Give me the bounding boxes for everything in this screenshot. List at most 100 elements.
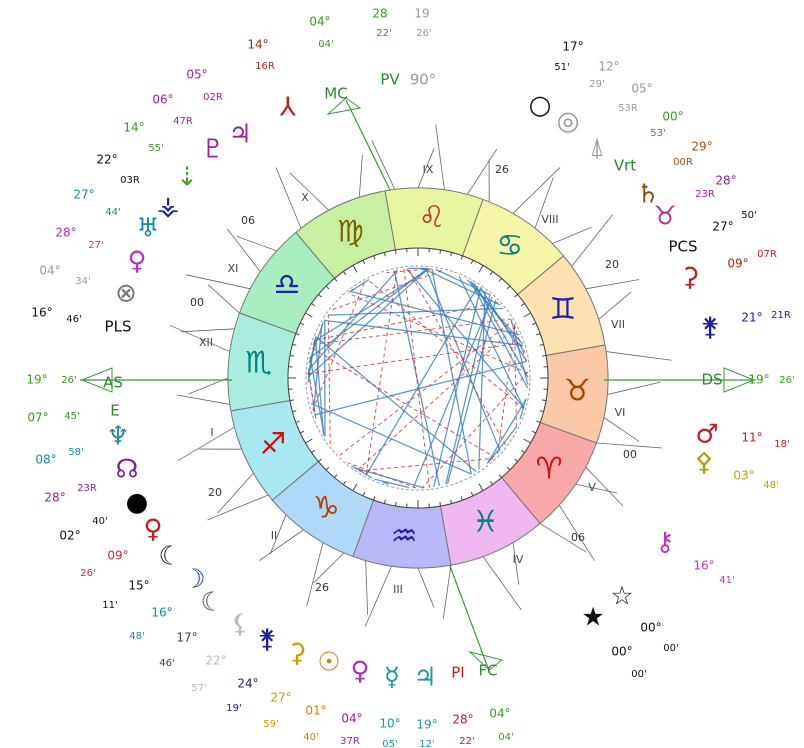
- point-label: AS: [103, 374, 123, 392]
- aspect-line: [314, 301, 498, 341]
- point-label: FC: [478, 662, 497, 680]
- axis-arrow: [80, 367, 113, 393]
- point-label: PI: [451, 664, 464, 682]
- minute-label: 05': [382, 739, 397, 748]
- minute-label: 51': [554, 62, 569, 73]
- spoke: [466, 148, 498, 195]
- planet-glyph: ☾: [200, 588, 223, 618]
- degree-tick: [362, 259, 366, 265]
- point-label: Vrt: [614, 157, 636, 175]
- minute-label: 41': [719, 575, 734, 586]
- aspect-line: [307, 369, 317, 419]
- planet-glyph: ☊: [115, 455, 138, 485]
- degree-tick: [289, 354, 295, 357]
- spoke: [607, 381, 661, 395]
- aspect-line: [327, 314, 331, 445]
- aspect-line: [307, 269, 399, 371]
- spoke: [180, 328, 235, 333]
- planet-glyph: ♂: [695, 420, 718, 450]
- planet-glyph: ⊗: [115, 279, 137, 309]
- spoke: [552, 226, 592, 245]
- aspect-line: [315, 336, 477, 472]
- planet-glyph: ⚷: [655, 528, 674, 558]
- cusp-degree: 00: [623, 448, 637, 461]
- aspect-line: [347, 292, 529, 374]
- point-label: DS: [701, 371, 722, 389]
- aspect-line: [412, 296, 493, 489]
- degree-tick: [305, 438, 313, 444]
- planet-glyph: ⚳: [680, 263, 699, 293]
- planet-glyph: ♆: [106, 422, 129, 452]
- degree-label: 16°: [151, 606, 172, 620]
- minute-label: 11': [102, 600, 117, 611]
- aspect-line: [327, 307, 504, 316]
- degree-label: 00°: [640, 621, 661, 635]
- planet-glyph: ♃: [228, 120, 251, 150]
- sign-glyph: ♊: [550, 292, 577, 327]
- degree-label: 22°: [96, 153, 117, 167]
- planet-glyph: ★: [581, 603, 604, 633]
- degree-label: 05°: [186, 68, 207, 82]
- planet-glyph: ●: [126, 488, 149, 518]
- minute-label: 48': [129, 631, 144, 642]
- house-number: III: [393, 583, 403, 596]
- degree-tick: [520, 303, 525, 307]
- spoke: [207, 284, 240, 314]
- degree-tick: [478, 265, 484, 273]
- degree-tick: [299, 430, 305, 434]
- axis-arrow: [326, 97, 362, 115]
- degree-label: 00°: [611, 645, 632, 659]
- minute-label: 26': [80, 568, 95, 579]
- sign-glyph: ♈: [536, 451, 563, 486]
- degree-tick: [470, 259, 474, 265]
- axis-arrow: [468, 651, 504, 671]
- degree-label: 16°: [693, 559, 714, 573]
- spoke: [188, 377, 229, 395]
- degree-label: 21°: [741, 311, 762, 325]
- degree-tick: [352, 483, 358, 491]
- aspect-line: [351, 465, 373, 479]
- minute-label: 45': [64, 411, 79, 422]
- degree-tick: [318, 294, 322, 298]
- sign-glyph: ♏: [245, 346, 272, 381]
- house-number: VI: [615, 406, 626, 419]
- minute-label: 26': [779, 375, 794, 386]
- spoke: [585, 279, 640, 290]
- minute-label: 53R: [618, 103, 638, 114]
- degree-tick: [343, 480, 347, 485]
- aspect-line: [403, 268, 430, 488]
- degree-tick: [506, 285, 511, 290]
- degree-label: 05°: [631, 82, 652, 96]
- degree-label: 04°: [309, 15, 330, 29]
- degree-label: 06°: [152, 93, 173, 107]
- minute-label: 34': [75, 276, 90, 287]
- spoke: [207, 494, 269, 521]
- degree-tick: [394, 501, 397, 507]
- degree-tick: [536, 420, 541, 423]
- planet-glyph: ⚸: [230, 610, 249, 640]
- degree-tick: [325, 285, 330, 290]
- planet-glyph: ♀: [350, 657, 369, 687]
- axis-arrow: [723, 367, 756, 393]
- degree-label: 28°: [452, 713, 473, 727]
- planet-glyph: ⚳: [287, 639, 306, 669]
- minute-label: 00': [631, 669, 646, 680]
- planet-glyph: ♃: [413, 663, 436, 693]
- spoke: [575, 483, 618, 494]
- degree-label: 19°: [416, 718, 437, 732]
- degree-tick: [311, 449, 316, 453]
- aspect-line: [350, 290, 520, 336]
- minute-label: 50': [741, 210, 756, 221]
- sign-glyph: ♎: [273, 268, 300, 303]
- aspect-line: [347, 462, 417, 489]
- spoke: [313, 552, 345, 584]
- degree-tick: [450, 499, 453, 504]
- spoke: [482, 556, 522, 611]
- spoke: [442, 565, 452, 619]
- degree-tick: [305, 312, 313, 318]
- aspect-line: [374, 478, 410, 489]
- degree-label: 28°: [55, 226, 76, 240]
- aspect-line: [470, 281, 529, 389]
- aspect-line: [307, 268, 429, 378]
